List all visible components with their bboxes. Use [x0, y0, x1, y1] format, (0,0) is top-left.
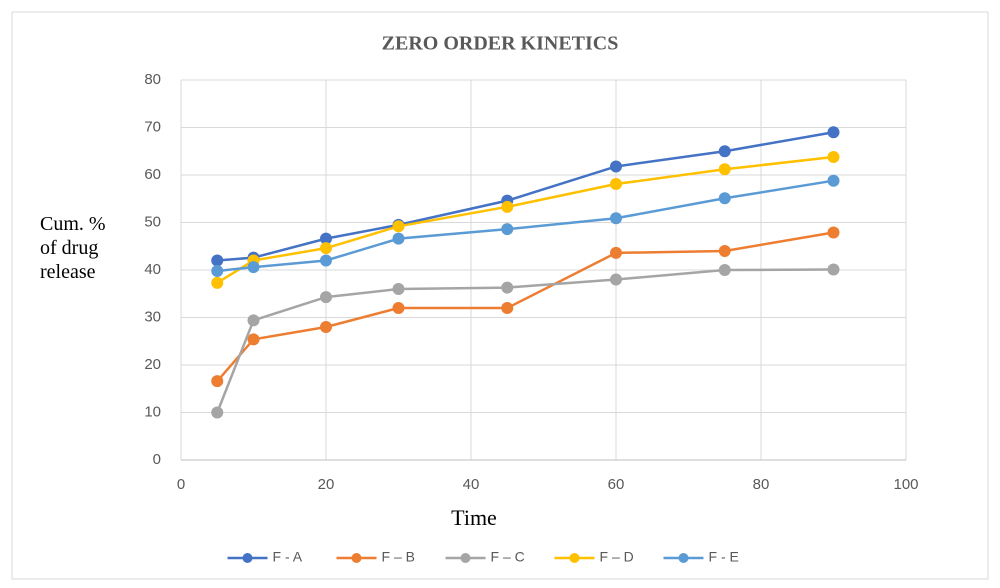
- legend-label: F – D: [600, 549, 634, 565]
- legend-marker: [569, 553, 580, 563]
- y-tick-label: 40: [144, 261, 161, 278]
- series-line: [217, 131, 834, 262]
- x-tick-label: 80: [753, 476, 770, 493]
- legend-label: F – B: [382, 549, 415, 565]
- data-point: [211, 276, 224, 289]
- chart-frame: [11, 11, 989, 580]
- data-point: [501, 302, 514, 314]
- chart-title: ZERO ORDER KINETICS: [382, 33, 619, 55]
- data-point: [211, 406, 224, 419]
- y-tick-label: 60: [144, 166, 161, 183]
- y-tick-label: 50: [144, 213, 161, 230]
- data-point: [827, 150, 840, 163]
- data-point: [247, 314, 260, 327]
- data-point: [610, 212, 622, 225]
- data-point: [718, 245, 731, 257]
- series-line: [217, 179, 834, 273]
- y-axis-title: Cum. % of drug release: [40, 213, 106, 283]
- data-point: [501, 281, 514, 294]
- data-point: [320, 291, 332, 304]
- y-tick-label: 70: [144, 118, 161, 135]
- data-point: [718, 192, 731, 205]
- legend-marker: [351, 553, 362, 563]
- legend-label: F – C: [491, 549, 525, 565]
- data-point: [610, 246, 622, 259]
- data-point: [320, 321, 332, 333]
- data-point: [211, 254, 224, 267]
- legend-label: F - E: [709, 549, 739, 565]
- data-point: [247, 333, 260, 346]
- data-point: [827, 263, 840, 276]
- data-point: [610, 160, 622, 173]
- legend-marker: [242, 553, 253, 563]
- x-tick-label: 60: [608, 476, 625, 493]
- data-point: [320, 254, 332, 267]
- y-tick-label: 10: [144, 403, 161, 420]
- data-point: [392, 232, 405, 245]
- data-point: [827, 226, 840, 239]
- x-axis-title: Time: [451, 505, 497, 530]
- data-point: [211, 375, 224, 388]
- data-point: [392, 283, 405, 295]
- legend-marker: [460, 553, 471, 563]
- x-tick-label: 40: [463, 476, 480, 493]
- legend-marker: [678, 553, 689, 563]
- data-point: [718, 264, 731, 276]
- y-tick-label: 30: [144, 308, 161, 325]
- series-line: [216, 155, 834, 284]
- data-point: [610, 178, 622, 191]
- data-point: [718, 163, 731, 176]
- data-point: [247, 261, 260, 274]
- series-line: [216, 231, 834, 382]
- y-tick-label: 80: [144, 71, 161, 88]
- data-point: [610, 273, 622, 286]
- y-tick-label: 0: [153, 451, 161, 468]
- data-point: [392, 302, 405, 314]
- data-point: [392, 220, 405, 233]
- series-line: [216, 268, 834, 413]
- x-tick-label: 0: [177, 476, 185, 493]
- y-tick-label: 20: [144, 356, 161, 373]
- data-point: [501, 223, 514, 236]
- data-point: [320, 242, 332, 255]
- x-tick-label: 20: [318, 476, 335, 493]
- data-point: [718, 145, 731, 158]
- data-point: [827, 126, 840, 139]
- data-point: [827, 174, 840, 187]
- data-point: [501, 200, 514, 213]
- x-tick-label: 100: [893, 476, 918, 493]
- data-point: [211, 264, 224, 277]
- data-point: [320, 232, 332, 245]
- legend-label: F - A: [273, 549, 303, 565]
